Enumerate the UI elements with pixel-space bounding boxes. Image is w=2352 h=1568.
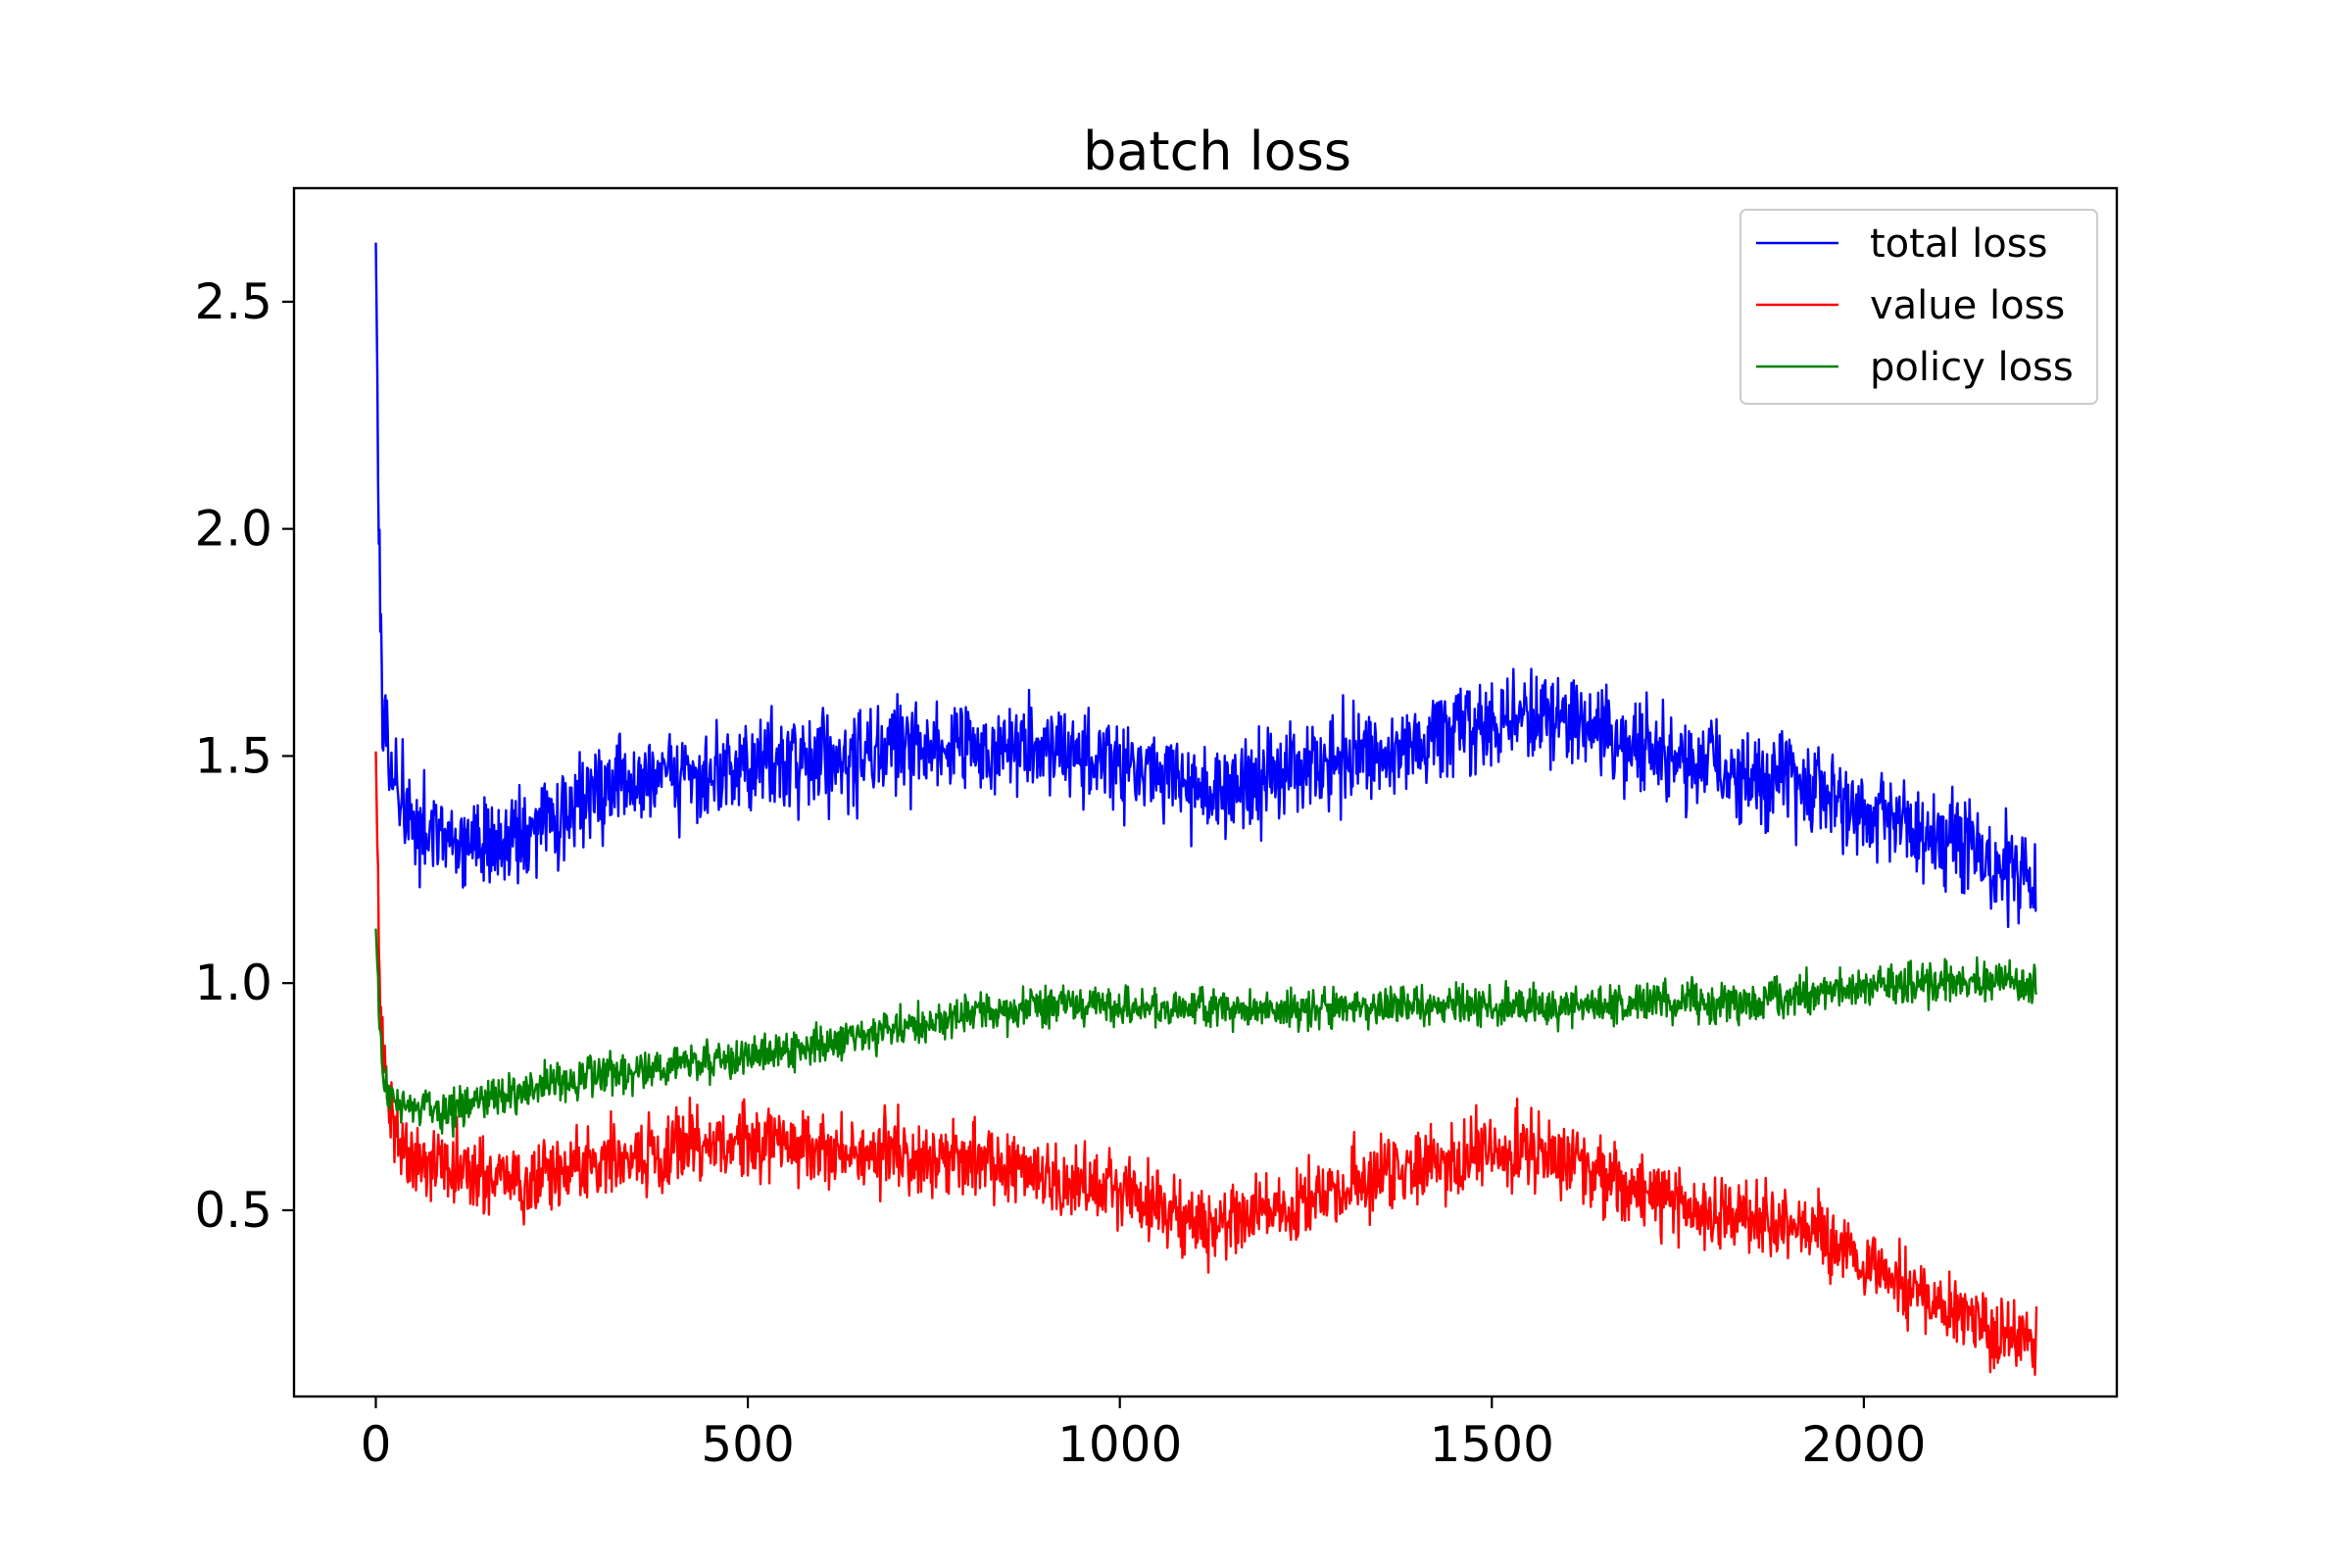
y-axis: 0.5 1.0 1.5 2.0 2.5	[194, 273, 294, 1239]
x-axis: 0 500 1000 1500 2000	[361, 1396, 1927, 1473]
plot-frame	[292, 186, 2119, 1398]
legend-box	[1740, 209, 2098, 405]
x-tick-label: 0	[361, 1416, 392, 1473]
legend-label-value-loss: value loss	[1870, 283, 2065, 328]
x-tick-label: 2000	[1801, 1416, 1926, 1473]
series-line-total-loss	[374, 242, 2037, 929]
y-tick-label: 2.5	[194, 273, 272, 330]
legend-label-total-loss: total loss	[1870, 221, 2047, 267]
y-tick-label: 1.5	[194, 727, 272, 784]
x-tick-label: 1000	[1057, 1416, 1182, 1473]
series-layer	[374, 242, 2038, 1377]
series-line-policy-loss	[374, 928, 2038, 1139]
chart-title: batch loss	[1083, 121, 1351, 182]
y-tick-label: 1.0	[194, 955, 272, 1011]
x-tick-label: 500	[701, 1416, 794, 1473]
series-line-value-loss	[374, 751, 2038, 1377]
x-tick-label: 1500	[1430, 1416, 1554, 1473]
legend-label-policy-loss: policy loss	[1870, 345, 2074, 390]
y-tick-label: 0.5	[194, 1182, 272, 1239]
y-tick-label: 2.0	[194, 501, 272, 558]
legend: total loss value loss policy loss	[1740, 209, 2098, 405]
